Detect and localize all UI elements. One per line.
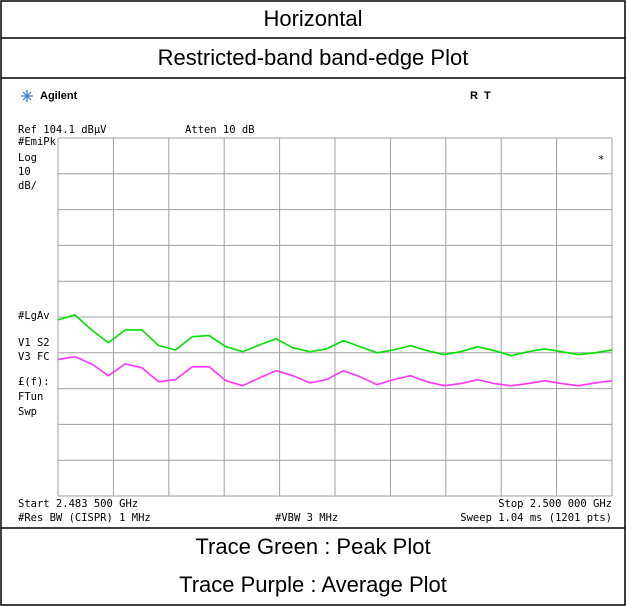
brand: Agilent <box>40 90 78 102</box>
trace <box>57 355 613 387</box>
footer-line: Trace Purple : Average Plot <box>179 572 447 597</box>
side-label: 10 <box>18 166 31 178</box>
trace <box>57 314 613 357</box>
start-frequency: Start 2.483 500 GHz <box>18 498 138 510</box>
stop-frequency: Stop 2.500 000 GHz <box>498 498 612 510</box>
side-label: Log <box>18 152 37 164</box>
rbw: #Res BW (CISPR) 1 MHz <box>18 512 151 524</box>
side-label: V3 FC <box>18 351 50 363</box>
sweep: Sweep 1.04 ms (1201 pts) <box>460 512 612 524</box>
side-label: Swp <box>18 406 37 418</box>
side-label: dB/ <box>18 180 37 192</box>
attenuation: Atten 10 dB <box>185 124 255 136</box>
reference-level: Ref 104.1 dBµV <box>18 124 107 136</box>
side-label: V1 S2 <box>18 337 50 349</box>
side-label: FTun <box>18 391 43 403</box>
vbw: #VBW 3 MHz <box>275 512 338 524</box>
marker: * <box>598 154 604 166</box>
side-label: #LgAv <box>18 310 50 322</box>
subtitle: Restricted-band band-edge Plot <box>158 45 469 70</box>
status: R T <box>470 90 491 102</box>
logo-star <box>21 90 33 102</box>
title: Horizontal <box>263 6 362 31</box>
footer-line: Trace Green : Peak Plot <box>195 534 430 559</box>
side-label: £(f): <box>18 376 50 388</box>
side-label: #EmiPk <box>18 136 57 148</box>
